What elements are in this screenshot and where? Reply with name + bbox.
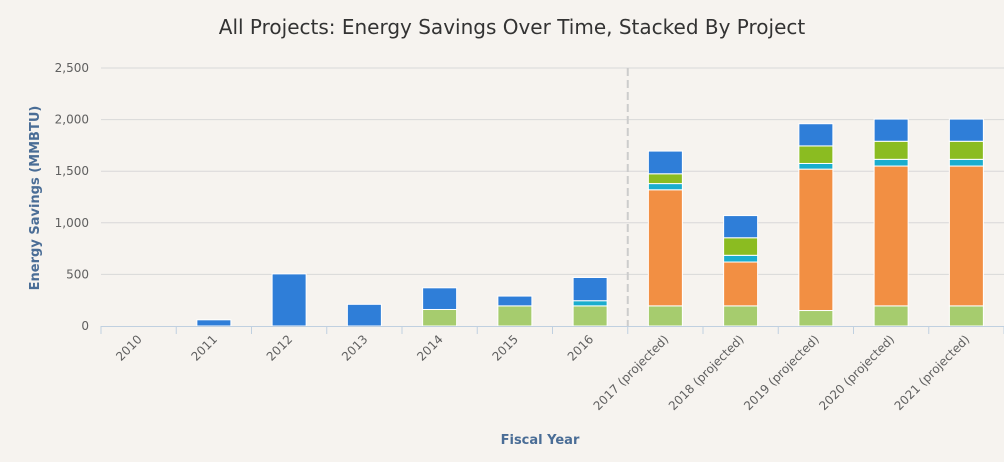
bar-segment [572, 276, 608, 302]
bar-segment [647, 173, 683, 185]
bar-segment [723, 305, 759, 327]
bar-segment [271, 273, 307, 327]
bar-segment [647, 150, 683, 175]
bar-segment [948, 118, 984, 142]
bar-segment [572, 305, 608, 327]
bar-segment [723, 261, 759, 307]
bar-segment [196, 319, 232, 327]
bar-segment [723, 215, 759, 239]
y-tick-label: 1,000 [55, 216, 89, 230]
y-tick-label: 2,000 [55, 113, 89, 127]
chart-title: All Projects: Energy Savings Over Time, … [219, 15, 806, 39]
y-tick-label: 2,500 [55, 61, 89, 75]
bar-segment [346, 303, 382, 327]
bar-segment [873, 140, 909, 160]
bar-segment [647, 189, 683, 307]
y-tick-label: 500 [66, 267, 89, 281]
y-tick-label: 1,500 [55, 164, 89, 178]
bar-segment [723, 254, 759, 263]
bar-segment [723, 237, 759, 256]
bar-segment [798, 162, 834, 170]
bar-segment [873, 118, 909, 142]
gridlines [101, 67, 1004, 326]
bar-segment [948, 140, 984, 160]
bar-segment [948, 165, 984, 307]
bar-segment [948, 158, 984, 167]
bar-segment [798, 310, 834, 327]
bar-segment [873, 158, 909, 167]
bar-segment [948, 305, 984, 327]
bar-segment [497, 295, 533, 307]
bar-segment [873, 165, 909, 307]
bar-segment [873, 305, 909, 327]
bar-segment [647, 183, 683, 191]
bar-segment [798, 123, 834, 147]
x-axis-title: Fiscal Year [501, 433, 580, 448]
bar-segment [422, 308, 458, 327]
bar-segment [798, 168, 834, 312]
y-tick-label: 0 [81, 319, 89, 333]
bar-segment [647, 305, 683, 327]
bar-segment [422, 287, 458, 310]
bar-segment [572, 300, 608, 307]
bar-segment [497, 305, 533, 327]
bar-segment [798, 145, 834, 164]
bar-area [196, 118, 984, 327]
y-axis-title: Energy Savings (MMBTU) [28, 106, 43, 291]
